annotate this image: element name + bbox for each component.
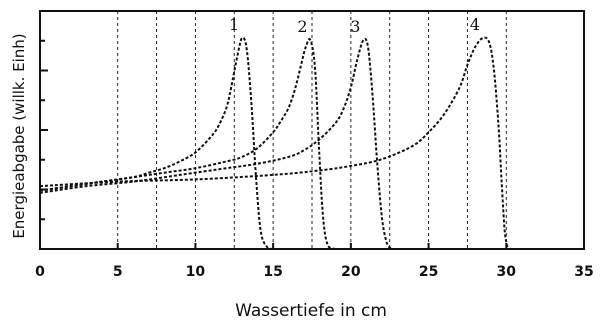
series-4-line (39, 36, 509, 250)
x-tick-label: 5 (113, 264, 123, 280)
series-1-label: 1 (229, 15, 239, 34)
x-tick-label: 35 (574, 264, 593, 280)
x-tick-labels: 0 5 10 15 20 25 30 35 (35, 264, 594, 280)
x-axis-title: Wassertiefe in cm (235, 301, 387, 321)
series-group: 1 2 3 4 (39, 15, 509, 250)
y-axis-title: Energieabgabe (willk. Einh) (10, 33, 28, 238)
series-2-line (39, 38, 336, 250)
series-2-label: 2 (297, 17, 307, 36)
x-tick-label: 0 (35, 264, 45, 280)
x-tick-label: 15 (263, 264, 282, 280)
plot-frame (39, 10, 585, 250)
grid-lines (117, 11, 507, 249)
series-4-label: 4 (470, 15, 480, 34)
x-tick-label: 30 (497, 264, 517, 280)
series-3-label: 3 (350, 17, 360, 36)
x-tick-label: 10 (186, 264, 206, 280)
x-tick-label: 20 (341, 264, 361, 280)
x-tick-label: 25 (419, 264, 438, 280)
series-3-line (39, 37, 393, 250)
